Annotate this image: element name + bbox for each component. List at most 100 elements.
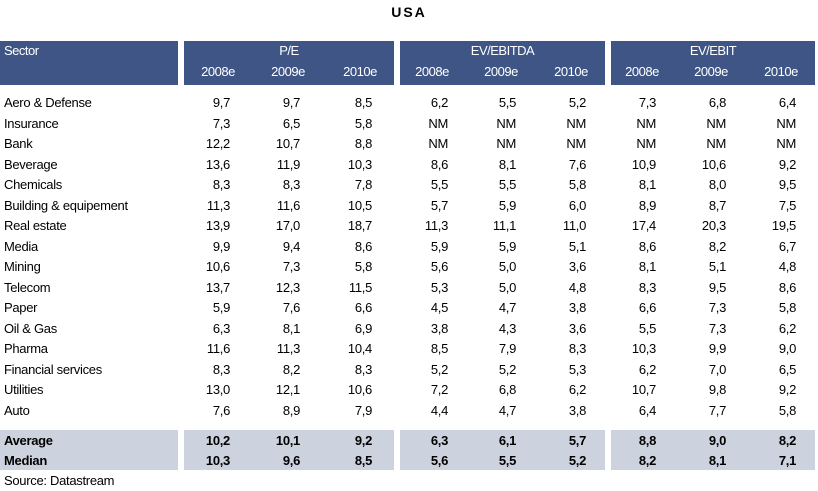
table-row: Mining 10,6 7,3 5,8 5,6 5,0 3,6 8,1 5,1 4,8 — [0, 257, 818, 277]
value-cell: 11,3 — [276, 341, 300, 356]
value-cell: 5,9 — [430, 238, 448, 254]
value-cell: 10,3 — [205, 453, 230, 468]
value-cell: 8,5 — [354, 95, 372, 110]
table-row: Paper 5,9 7,6 6,6 4,5 4,7 3,8 6,6 7,3 5,8 — [0, 298, 818, 318]
year-header: 2009e — [271, 64, 305, 79]
value-cell: 13,6 — [205, 156, 230, 172]
value-cell: 8,2 — [708, 238, 726, 254]
value-cell: 10,5 — [347, 197, 372, 213]
value-cell: 7,9 — [498, 341, 516, 356]
value-cell: 8,3 — [282, 177, 300, 192]
value-cell: 6,5 — [778, 361, 796, 377]
value-cell: 8,3 — [568, 341, 586, 356]
value-cell: 5,1 — [568, 238, 586, 254]
sector-name: Telecom — [4, 279, 51, 295]
table-row: Insurance 7,3 6,5 5,8 NM NM NM NM NM NM — [0, 114, 818, 134]
value-cell: 8,8 — [638, 433, 656, 448]
value-cell: 4,8 — [778, 259, 796, 274]
value-cell: 10,4 — [347, 341, 372, 356]
table-row: Telecom 13,7 12,3 11,5 5,3 5,0 4,8 8,3 9,5 8,6 — [0, 278, 818, 298]
value-cell: 8,6 — [430, 156, 448, 172]
value-cell: 6,6 — [638, 300, 656, 315]
year-header: 2008e — [625, 64, 659, 79]
value-cell: 3,8 — [568, 402, 586, 418]
sector-name: Building & equipement — [4, 197, 128, 213]
value-cell: 6,3 — [212, 320, 230, 336]
value-cell: 9,8 — [708, 382, 726, 397]
value-cell: 9,9 — [212, 238, 230, 254]
table-row: Chemicals 8,3 8,3 7,8 5,5 5,5 5,8 8,1 8,0 9,5 — [0, 175, 818, 195]
value-cell: 8,1 — [638, 259, 656, 274]
value-cell: 6,2 — [568, 382, 586, 397]
value-cell: 4,8 — [568, 279, 586, 295]
sector-name: Chemicals — [4, 177, 62, 192]
value-cell: 4,7 — [498, 300, 516, 315]
value-cell: 8,2 — [282, 361, 300, 377]
value-cell: 5,5 — [498, 453, 516, 468]
value-cell: 5,7 — [568, 433, 586, 448]
value-cell: 12,1 — [275, 382, 300, 397]
year-header: 2009e — [484, 64, 518, 79]
value-cell: 5,2 — [430, 361, 448, 377]
value-cell: 7,6 — [212, 402, 230, 418]
value-cell: 10,2 — [205, 433, 230, 448]
value-cell: 10,6 — [701, 156, 726, 172]
value-cell: 7,2 — [430, 382, 448, 397]
value-cell: 3,8 — [568, 300, 586, 315]
table-row: Oil & Gas 6,3 8,1 6,9 3,8 4,3 3,6 5,5 7,3 6,2 — [0, 319, 818, 339]
value-cell: 7,1 — [778, 453, 796, 468]
value-cell: 13,0 — [205, 382, 230, 397]
value-cell: 10,3 — [631, 341, 656, 356]
value-cell: 6,9 — [354, 320, 372, 336]
value-cell: 5,8 — [354, 259, 372, 274]
table-row: Media 9,9 9,4 8,6 5,9 5,9 5,1 8,6 8,2 6,7 — [0, 237, 818, 257]
value-cell: 10,6 — [347, 382, 372, 397]
year-header: 2009e — [694, 64, 728, 79]
summary-band-pe — [184, 430, 394, 470]
value-cell: 4,7 — [498, 402, 516, 418]
value-cell: 10,7 — [631, 382, 656, 397]
value-cell: 5,8 — [354, 115, 372, 131]
value-cell: 9,7 — [212, 95, 230, 110]
table-row: Auto 7,6 8,9 7,9 4,4 4,7 3,8 6,4 7,7 5,8 — [0, 401, 818, 421]
value-cell: 11,3 — [424, 218, 448, 233]
value-cell: 7,0 — [708, 361, 726, 377]
value-cell: NM — [428, 136, 448, 151]
header-band-ev-ebit — [611, 41, 815, 85]
value-cell: 3,6 — [568, 259, 586, 274]
table-title: USA — [391, 4, 427, 20]
sector-name: Financial services — [4, 361, 102, 377]
sector-name: Pharma — [4, 341, 48, 356]
value-cell: 6,4 — [638, 402, 656, 418]
value-cell: 6,8 — [498, 382, 516, 397]
table-row: Aero & Defense 9,7 9,7 8,5 6,2 5,5 5,2 7,3 6,8 6,… — [0, 93, 818, 113]
value-cell: 12,3 — [275, 279, 300, 295]
value-cell: 5,5 — [498, 177, 516, 192]
value-cell: NM — [496, 136, 516, 151]
value-cell: 13,9 — [205, 218, 230, 233]
value-cell: 8,8 — [354, 136, 372, 151]
value-cell: 8,6 — [778, 279, 796, 295]
value-cell: 6,2 — [638, 361, 656, 377]
year-header: 2010e — [764, 64, 798, 79]
value-cell: 5,6 — [430, 453, 448, 468]
header-band-pe — [184, 41, 394, 85]
value-cell: 3,6 — [568, 320, 586, 336]
value-cell: 13,7 — [205, 279, 230, 295]
value-cell: 8,3 — [354, 361, 372, 377]
summary-row: Average 10,2 10,1 9,2 6,3 6,1 5,7 8,8 9,0 8,2 — [0, 431, 818, 451]
value-cell: 8,5 — [430, 341, 448, 356]
value-cell: 9,7 — [282, 95, 300, 110]
value-cell: 7,3 — [708, 300, 726, 315]
year-header: 2008e — [415, 64, 449, 79]
value-cell: 10,6 — [205, 259, 230, 274]
year-header: 2010e — [554, 64, 588, 79]
value-cell: 8,9 — [282, 402, 300, 418]
value-cell: 4,4 — [430, 402, 448, 418]
value-cell: 9,5 — [778, 177, 796, 192]
value-cell: 6,6 — [354, 300, 372, 315]
value-cell: 11,3 — [206, 197, 230, 213]
value-cell: 8,6 — [354, 238, 372, 254]
value-cell: 11,9 — [276, 156, 300, 172]
value-cell: 8,3 — [212, 177, 230, 192]
